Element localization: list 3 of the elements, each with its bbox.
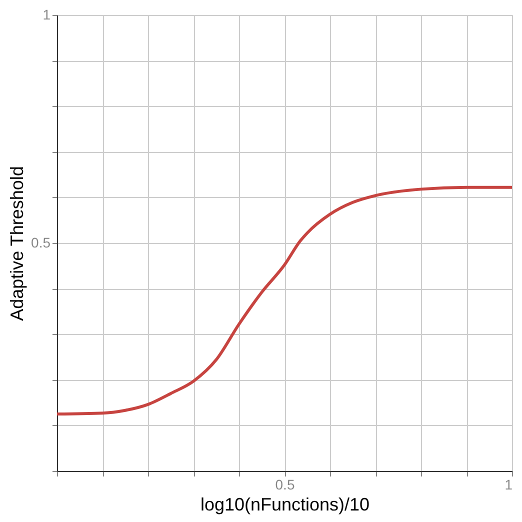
y-axis-title: Adaptive Threshold bbox=[7, 166, 28, 321]
x-axis-title: log10(nFunctions)/10 bbox=[200, 494, 370, 514]
line-series bbox=[56, 186, 514, 416]
